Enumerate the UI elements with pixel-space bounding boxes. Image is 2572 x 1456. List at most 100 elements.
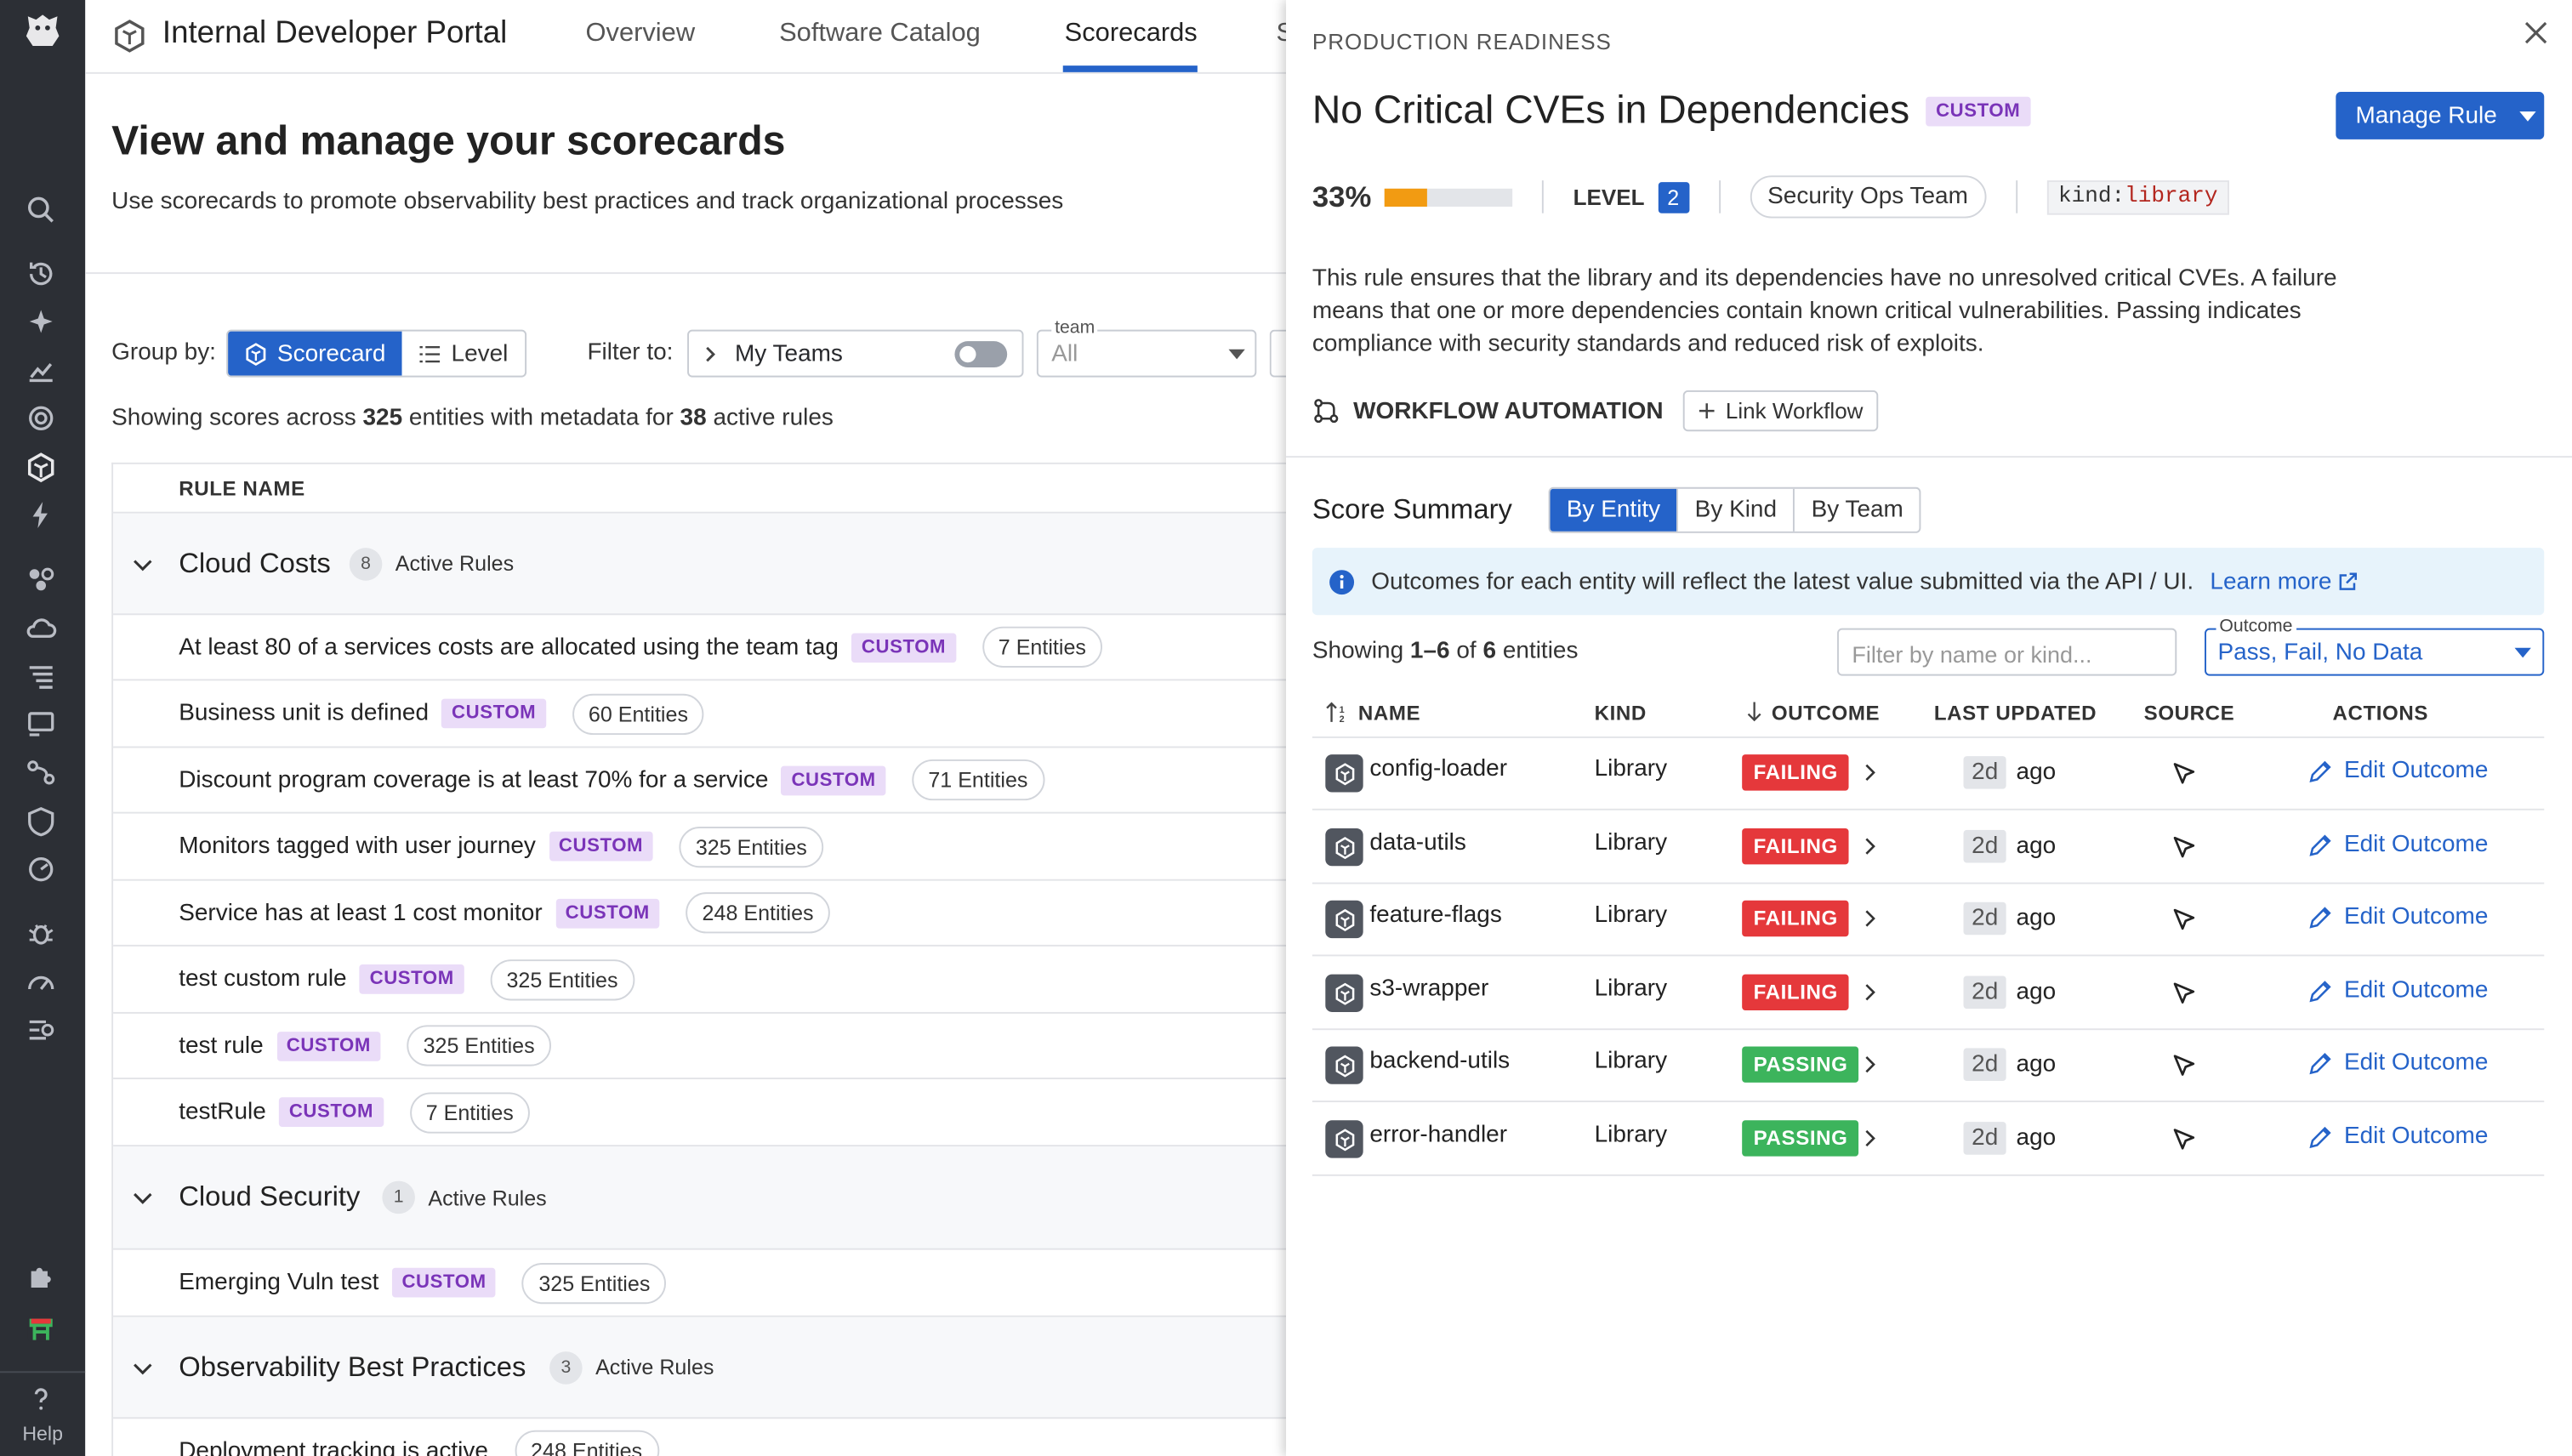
entities-pill[interactable]: 7 Entities bbox=[409, 1091, 531, 1133]
search-icon[interactable] bbox=[25, 194, 58, 227]
column-outcome[interactable]: OUTCOME bbox=[1771, 702, 1881, 725]
rule-name[interactable]: Emerging Vuln test bbox=[179, 1269, 379, 1296]
entity-name[interactable]: feature-flags bbox=[1369, 901, 1502, 929]
my-teams-filter[interactable]: My Teams bbox=[687, 329, 1024, 378]
column-kind[interactable]: KIND bbox=[1594, 702, 1647, 725]
edit-outcome-link[interactable]: Edit Outcome bbox=[2308, 1123, 2488, 1150]
entities-pill[interactable]: 60 Entities bbox=[572, 692, 705, 735]
chevron-right-icon[interactable] bbox=[1864, 1129, 1878, 1148]
outcome-select[interactable]: Outcome Pass, Fail, No Data bbox=[2205, 617, 2545, 676]
lightning-icon[interactable] bbox=[25, 498, 58, 532]
chevron-right-icon[interactable] bbox=[1864, 837, 1878, 856]
rule-name[interactable]: Deployment tracking is active bbox=[179, 1437, 488, 1456]
chevron-right-icon[interactable] bbox=[1864, 763, 1878, 782]
team-select[interactable]: team All bbox=[1036, 318, 1257, 378]
chevron-right-icon[interactable] bbox=[1864, 908, 1878, 928]
security-dashboard-icon[interactable] bbox=[25, 708, 58, 742]
tab-by-entity[interactable]: By Entity bbox=[1550, 488, 1677, 532]
edit-outcome-link[interactable]: Edit Outcome bbox=[2308, 758, 2488, 784]
rule-row[interactable]: test custom rule CUSTOM 325 Entities bbox=[113, 947, 1288, 1014]
entities-pill[interactable]: 325 Entities bbox=[522, 1262, 667, 1304]
rule-row[interactable]: Monitors tagged with user journey CUSTOM 3… bbox=[113, 814, 1288, 881]
help-icon[interactable] bbox=[25, 1383, 58, 1416]
entity-name[interactable]: data-utils bbox=[1369, 829, 1466, 856]
learn-more-link[interactable]: Learn more bbox=[2210, 568, 2359, 594]
synthetics-icon[interactable] bbox=[25, 853, 58, 886]
edit-outcome-link[interactable]: Edit Outcome bbox=[2308, 904, 2488, 930]
chevron-down-icon[interactable] bbox=[133, 554, 152, 573]
edit-outcome-link[interactable]: Edit Outcome bbox=[2308, 1049, 2488, 1076]
edit-outcome-link[interactable]: Edit Outcome bbox=[2308, 977, 2488, 1004]
column-last-updated[interactable]: LAST UPDATED bbox=[1933, 702, 2097, 725]
rule-row[interactable]: testRule CUSTOM 7 Entities bbox=[113, 1079, 1288, 1147]
rule-name[interactable]: At least 80 of a services costs are allo… bbox=[179, 634, 839, 661]
column-source[interactable]: SOURCE bbox=[2143, 702, 2235, 725]
edit-outcome-link[interactable]: Edit Outcome bbox=[2308, 832, 2488, 858]
integrations-puzzle-icon[interactable] bbox=[25, 1260, 58, 1293]
group-row-cloud-costs[interactable]: Cloud Costs 8 Active Rules bbox=[113, 513, 1288, 616]
sort-icon[interactable]: 12 bbox=[1325, 701, 1350, 725]
entity-row[interactable]: config-loader Library FAILING 2d ago Edit Out… bbox=[1312, 737, 2545, 810]
entities-pill[interactable]: 248 Entities bbox=[514, 1430, 659, 1456]
speedometer-icon[interactable] bbox=[25, 966, 58, 999]
rule-row[interactable]: Emerging Vuln test CUSTOM 325 Entities bbox=[113, 1250, 1288, 1317]
monitors-icon[interactable] bbox=[25, 402, 58, 435]
group-row-observability[interactable]: Observability Best Practices 3 Active Rul… bbox=[113, 1317, 1288, 1419]
rule-row[interactable]: Service has at least 1 cost monitor CUSTO… bbox=[113, 881, 1288, 947]
cloud-icon[interactable] bbox=[25, 611, 58, 645]
bug-icon[interactable] bbox=[25, 917, 58, 950]
manage-rule-button[interactable]: Manage Rule bbox=[2336, 92, 2545, 139]
sparkle-icon[interactable] bbox=[25, 305, 58, 338]
group-by-level-button[interactable]: Level bbox=[402, 332, 525, 376]
rule-name[interactable]: Discount program coverage is at least 70… bbox=[179, 766, 769, 793]
group-by-scorecard-button[interactable]: Scorecard bbox=[228, 331, 402, 376]
entity-name[interactable]: config-loader bbox=[1369, 756, 1508, 782]
chevron-right-icon[interactable] bbox=[1864, 982, 1878, 1002]
entity-filter-input[interactable]: Filter by name or kind... bbox=[1837, 628, 2177, 676]
dashboards-icon[interactable] bbox=[25, 355, 58, 388]
entity-name[interactable]: backend-utils bbox=[1369, 1048, 1511, 1075]
rule-name[interactable]: Service has at least 1 cost monitor bbox=[179, 899, 543, 926]
tab-scorecards[interactable]: Scorecards bbox=[1064, 20, 1198, 48]
tab-overview[interactable]: Overview bbox=[585, 20, 696, 48]
service-catalog-icon[interactable] bbox=[25, 451, 58, 484]
rule-name[interactable]: Monitors tagged with user journey bbox=[179, 833, 536, 860]
entity-name[interactable]: error-handler bbox=[1369, 1122, 1508, 1149]
tab-software-catalog[interactable]: Software Catalog bbox=[779, 20, 981, 48]
entities-pill[interactable]: 7 Entities bbox=[982, 626, 1103, 668]
rule-name[interactable]: test rule bbox=[179, 1032, 264, 1059]
entities-pill[interactable]: 325 Entities bbox=[679, 826, 824, 867]
entity-row[interactable]: backend-utils Library PASSING 2d ago Edit Out… bbox=[1312, 1028, 2545, 1103]
chevron-down-icon[interactable] bbox=[133, 1357, 152, 1377]
rule-row[interactable]: At least 80 of a services costs are allo… bbox=[113, 615, 1288, 681]
entity-row[interactable]: feature-flags Library FAILING 2d ago Edit Out… bbox=[1312, 883, 2545, 957]
entities-pill[interactable]: 248 Entities bbox=[686, 892, 830, 934]
sort-desc-icon[interactable] bbox=[1745, 701, 1763, 722]
entities-pill[interactable]: 325 Entities bbox=[407, 1025, 551, 1066]
entity-name[interactable]: s3-wrapper bbox=[1369, 975, 1489, 1003]
rum-icon[interactable] bbox=[25, 1014, 58, 1047]
chevron-down-icon[interactable] bbox=[133, 1187, 152, 1207]
link-workflow-button[interactable]: Link Workflow bbox=[1682, 390, 1878, 432]
user-avatar-icon[interactable] bbox=[25, 1312, 58, 1345]
help-label[interactable]: Help bbox=[22, 1422, 63, 1446]
rule-row[interactable]: Deployment tracking is active 248 Entitie… bbox=[113, 1419, 1288, 1456]
team-pill[interactable]: Security Ops Team bbox=[1749, 175, 1987, 219]
entity-row[interactable]: error-handler Library PASSING 2d ago Edit Out… bbox=[1312, 1102, 2545, 1176]
entities-pill[interactable]: 71 Entities bbox=[912, 759, 1044, 801]
chevron-right-icon[interactable] bbox=[1864, 1055, 1878, 1074]
rule-name[interactable]: Business unit is defined bbox=[179, 700, 430, 727]
tab-by-kind[interactable]: By Kind bbox=[1676, 488, 1793, 532]
tab-by-team[interactable]: By Team bbox=[1793, 488, 1920, 532]
datadog-logo-icon[interactable] bbox=[20, 7, 65, 53]
rule-row[interactable]: Business unit is defined CUSTOM 60 Entitie… bbox=[113, 680, 1288, 748]
rule-row[interactable]: Discount program coverage is at least 70… bbox=[113, 748, 1288, 814]
rule-row[interactable]: test rule CUSTOM 325 Entities bbox=[113, 1014, 1288, 1080]
group-row-cloud-security[interactable]: Cloud Security 1 Active Rules bbox=[113, 1146, 1288, 1250]
entity-row[interactable]: s3-wrapper Library FAILING 2d ago Edit Outcom… bbox=[1312, 956, 2545, 1031]
network-icon[interactable] bbox=[25, 756, 58, 789]
my-teams-toggle[interactable] bbox=[954, 341, 1008, 368]
apm-icon[interactable] bbox=[25, 563, 58, 596]
logs-icon[interactable] bbox=[25, 659, 58, 692]
history-icon[interactable] bbox=[25, 258, 58, 291]
